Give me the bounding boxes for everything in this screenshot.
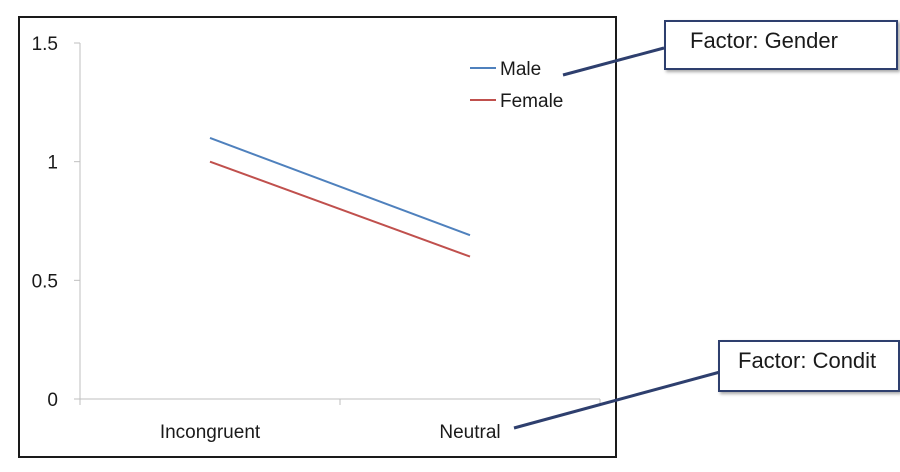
y-tick-label: 0 <box>47 390 58 411</box>
legend: Male Female <box>470 59 563 112</box>
legend-label-male: Male <box>500 59 541 80</box>
x-category-label: Neutral <box>439 422 500 443</box>
gender-callout-connector <box>562 46 665 77</box>
gender-factor-label: Factor: Gender <box>690 28 838 53</box>
gender-factor-callout: Factor: Gender <box>664 20 898 70</box>
condition-factor-label: Factor: Condit <box>738 348 877 373</box>
condition-callout-connector <box>513 370 721 430</box>
series-line-female <box>209 160 471 258</box>
axes: 0 0.5 1 1.5 Incongruent Neutral <box>32 34 601 443</box>
x-category-label: Incongruent <box>160 422 261 443</box>
legend-label-female: Female <box>500 91 563 112</box>
y-tick-label: 1.5 <box>32 34 58 55</box>
series-line-male <box>209 136 471 237</box>
chart-border <box>18 16 617 458</box>
y-tick-label: 0.5 <box>32 271 58 292</box>
condition-factor-callout: Factor: Condit <box>718 340 900 392</box>
series-layer <box>209 136 471 258</box>
y-tick-label: 1 <box>47 153 58 174</box>
